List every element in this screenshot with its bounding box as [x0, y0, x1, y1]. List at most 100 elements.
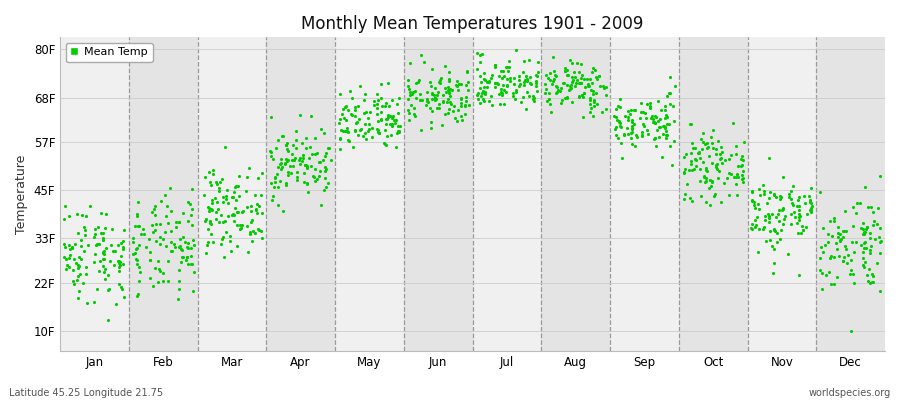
Bar — [197, 37, 266, 351]
Point — [549, 90, 563, 96]
Point — [156, 236, 170, 242]
Point — [382, 120, 397, 127]
Point — [496, 82, 510, 88]
Point — [285, 150, 300, 157]
Point — [150, 258, 165, 264]
Point — [685, 140, 699, 146]
Point — [249, 206, 264, 212]
Point — [574, 91, 589, 98]
Point — [734, 176, 749, 182]
Point — [269, 144, 284, 151]
Point — [799, 210, 814, 217]
Point — [860, 226, 874, 232]
Point — [815, 248, 830, 255]
Point — [390, 144, 404, 150]
Point — [591, 73, 606, 80]
Point — [345, 95, 359, 102]
Point — [215, 199, 230, 206]
Point — [558, 65, 572, 72]
Point — [759, 238, 773, 244]
Point — [320, 150, 334, 156]
Point — [293, 154, 308, 161]
Point — [333, 91, 347, 98]
Point — [295, 158, 310, 164]
Point — [234, 225, 248, 231]
Point — [459, 94, 473, 100]
Bar — [266, 37, 335, 351]
Point — [796, 227, 810, 233]
Point — [240, 204, 255, 210]
Point — [529, 78, 544, 84]
Point — [610, 103, 625, 109]
Point — [717, 180, 732, 186]
Point — [873, 239, 887, 246]
Point — [765, 211, 779, 217]
Point — [589, 90, 603, 96]
Point — [130, 223, 145, 230]
Point — [102, 286, 116, 292]
Point — [862, 235, 877, 242]
Point — [131, 198, 146, 205]
Point — [582, 83, 597, 89]
Point — [271, 202, 285, 208]
Point — [657, 123, 671, 129]
Point — [227, 212, 241, 218]
Point — [132, 264, 147, 270]
Point — [728, 181, 742, 187]
Point — [544, 81, 559, 87]
Point — [65, 245, 79, 252]
Point — [776, 174, 790, 180]
Point — [617, 130, 632, 137]
Point — [560, 67, 574, 73]
Point — [784, 211, 798, 217]
Point — [838, 243, 852, 250]
Point — [494, 92, 508, 98]
Point — [74, 236, 88, 243]
Point — [406, 89, 420, 96]
Point — [145, 222, 159, 228]
Point — [284, 162, 298, 169]
Point — [693, 166, 707, 172]
Point — [705, 140, 719, 146]
Point — [564, 74, 579, 80]
Point — [767, 226, 781, 233]
Point — [218, 218, 232, 224]
Point — [128, 223, 142, 229]
Point — [872, 250, 886, 256]
Point — [756, 226, 770, 232]
Point — [682, 166, 697, 173]
Point — [544, 101, 558, 107]
Point — [390, 130, 404, 136]
Point — [228, 184, 242, 190]
Point — [508, 87, 523, 94]
Point — [821, 231, 835, 237]
Point — [408, 113, 422, 119]
Point — [280, 140, 294, 147]
Point — [279, 156, 293, 162]
Point — [71, 229, 86, 236]
Point — [76, 279, 91, 286]
Point — [442, 76, 456, 82]
Point — [308, 150, 322, 157]
Point — [626, 117, 640, 124]
Point — [835, 258, 850, 264]
Point — [243, 231, 257, 238]
Point — [438, 89, 453, 96]
Point — [652, 116, 667, 122]
Point — [830, 273, 844, 280]
Point — [703, 176, 717, 183]
Point — [230, 242, 244, 249]
Point — [338, 103, 352, 110]
Point — [567, 74, 581, 80]
Point — [871, 234, 886, 240]
Point — [844, 267, 859, 273]
Point — [227, 217, 241, 224]
Point — [730, 171, 744, 178]
Point — [412, 90, 427, 97]
Point — [678, 166, 692, 173]
Point — [279, 142, 293, 149]
Point — [747, 198, 761, 205]
Point — [830, 245, 844, 252]
Point — [492, 101, 507, 107]
Point — [767, 226, 781, 232]
